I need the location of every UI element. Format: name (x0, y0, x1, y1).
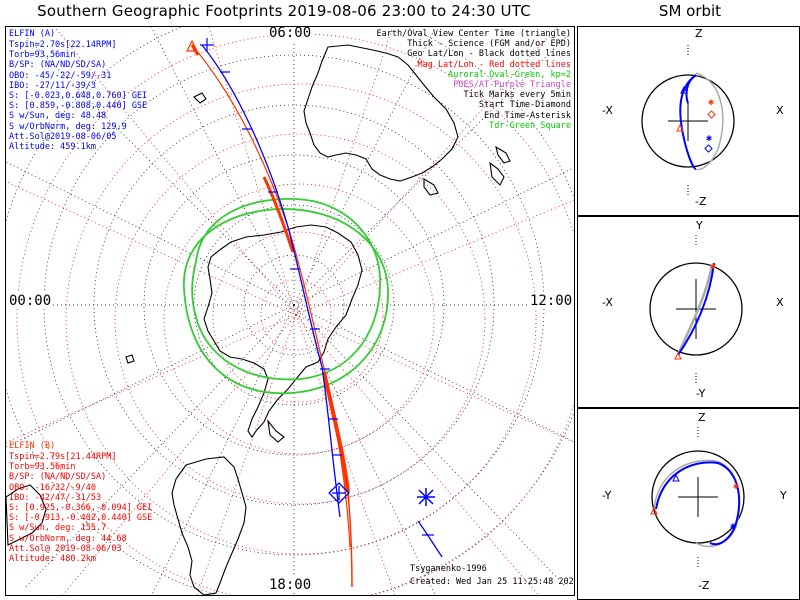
elfin-a-info-line: Att.Sol@2019-08-06/05 (9, 131, 117, 142)
elfin-b-info: Tspin=2.79s[21.44RPM] Torb=93.56min B/SP: … (9, 452, 152, 564)
sm1-top: Z (695, 27, 703, 40)
elfin-a-info-line: S: [0.859,-0.808,0.440] GSE (9, 101, 148, 112)
sm2-left: -X (602, 296, 613, 309)
elfin-b-info-line: IBO: -42/47/-31/53 (9, 492, 102, 503)
elfin-a-ticks (200, 38, 434, 536)
elfin-b-info-line: S w/OrbNorm, deg: 44.68 (9, 533, 127, 544)
mag-grid (6, 27, 574, 595)
elfin-a-info-line: Altitude: 459.1km (9, 142, 96, 153)
plot-title: Southern Geographic Footprints 2019-08-0… (37, 2, 531, 20)
sm1-left: -X (602, 104, 613, 117)
start-diamond (328, 482, 350, 504)
elfin-b-info-line: Att.Sol@ 2019-08-06/03 (9, 543, 122, 554)
elfin-a-info-line: Torb=93.56min (9, 50, 76, 61)
elfin-a-info-line: Tspin=2.70s[22.14RPM] (9, 40, 117, 50)
legend-item: Geo Lat/Lon - Black dotted lines (407, 49, 571, 60)
elfin-b-info-line: B/SP: (NA/ND/SD/SA) (9, 472, 107, 483)
legend-item: Thick - Science (FGM and/or EPD) (407, 39, 571, 50)
end-asterisk (417, 488, 435, 506)
elfin-b-name: ELFIN (B) (9, 441, 56, 451)
elfin-a-info-line: S w/Sun, deg: 48.48 (9, 111, 107, 122)
clock-right: 12:00 (529, 293, 574, 309)
sm-panel-xy: ✱ Y -Y -X X (577, 216, 800, 408)
elfin-a-info-line: S: [-0.023,0.648,0.760] GEI (9, 91, 148, 102)
legend-item: Auroral Oval-Green, kp=2 (448, 69, 571, 80)
created-text: Created: Wed Jan 25 11:25:48 2023 (410, 577, 575, 587)
sm-panel-yz: ✱ ✱ Z -Z -Y Y (577, 408, 800, 600)
elfin-a-info: Tspin=2.70s[22.14RPM] Torb=93.56min B/SP: … (9, 40, 147, 152)
sm1-bottom: -Z (695, 195, 707, 208)
elfin-b-info-line: S: [0.925,-0.366,-0.094] GEI (9, 503, 153, 514)
sm-orbit-title: SM orbit (658, 2, 722, 20)
sm2-bottom: -Y (696, 387, 706, 400)
legend: Earth/Oval View Center Time (triangle) Th… (377, 29, 571, 131)
credit-text: Tsyganenko-1996 (410, 564, 487, 574)
polar-map-frame: 06:00 00:00 12:00 18:00 ELFIN (A) Tspin=… (5, 26, 575, 596)
elfin-b-info-line: Tspin=2.79s[21.44RPM] (9, 452, 117, 462)
elfin-a-info-line: IBO: -27/11/-39/3 (9, 80, 96, 91)
svg-text:✱: ✱ (708, 97, 714, 108)
elfin-a-info-line: B/SP: (NA/ND/SD/SA) (9, 60, 107, 71)
legend-item: Start Time-Diamond (478, 100, 571, 111)
clock-top: 06:00 (268, 26, 313, 41)
elfin-b-info-line: Torb=93.56min (9, 462, 76, 473)
sm-panel-yz-plot: ✱ ✱ (650, 427, 745, 569)
sm-panel-xy-plot: ✱ (649, 235, 743, 385)
elfin-a-info-line: S w/OrbNorm, deg: 129.9 (9, 121, 127, 132)
sm3-top: Z (698, 411, 706, 424)
sm3-bottom: -Z (698, 579, 710, 592)
legend-item: Earth/Oval View Center Time (triangle) (376, 29, 571, 39)
svg-text:✱: ✱ (706, 133, 712, 144)
elfin-b-info-line: S: [-0.913,-0.402,0.440] GSE (9, 513, 153, 524)
sm2-top: Y (696, 219, 703, 232)
sm3-left: -Y (602, 489, 612, 502)
elfin-a-track (201, 44, 443, 558)
legend-item: Tdr-Green Square (489, 120, 571, 131)
svg-text:✱: ✱ (733, 481, 739, 492)
sm3-right: Y (780, 489, 787, 502)
sm-panel-xz: ✱ ✱ Z -Z -X X (577, 26, 800, 216)
legend-item: POES/AT-Purple Triangle (453, 80, 571, 91)
svg-text:✱: ✱ (710, 261, 716, 272)
clock-bottom: 18:00 (268, 577, 313, 593)
elfin-b-info-line: S w/Sun, deg: 155.7 (9, 523, 107, 534)
clock-left: 00:00 (8, 293, 53, 309)
elfin-a-info-line: OBO: -45/-22/-59/-31 (9, 70, 112, 81)
elfin-a-name: ELFIN (A) (9, 29, 56, 39)
sm1-right: X (776, 104, 784, 117)
legend-item: Mag Lat/Lon - Red dotted lines (417, 59, 571, 70)
legend-item: End Time-Asterisk (484, 110, 571, 121)
auroral-oval (183, 198, 389, 395)
sm2-right: X (776, 296, 784, 309)
elfin-b-info-line: Altitude: 480.2km (9, 554, 96, 565)
svg-text:✱: ✱ (730, 521, 736, 532)
view-center-triangle (186, 39, 198, 52)
sm-panel-xz-plot: ✱ ✱ (641, 45, 735, 197)
elfin-b-info-line: OBO: -16/32/-9/40 (9, 482, 96, 493)
legend-item: Tick Marks every 5min (463, 90, 571, 101)
